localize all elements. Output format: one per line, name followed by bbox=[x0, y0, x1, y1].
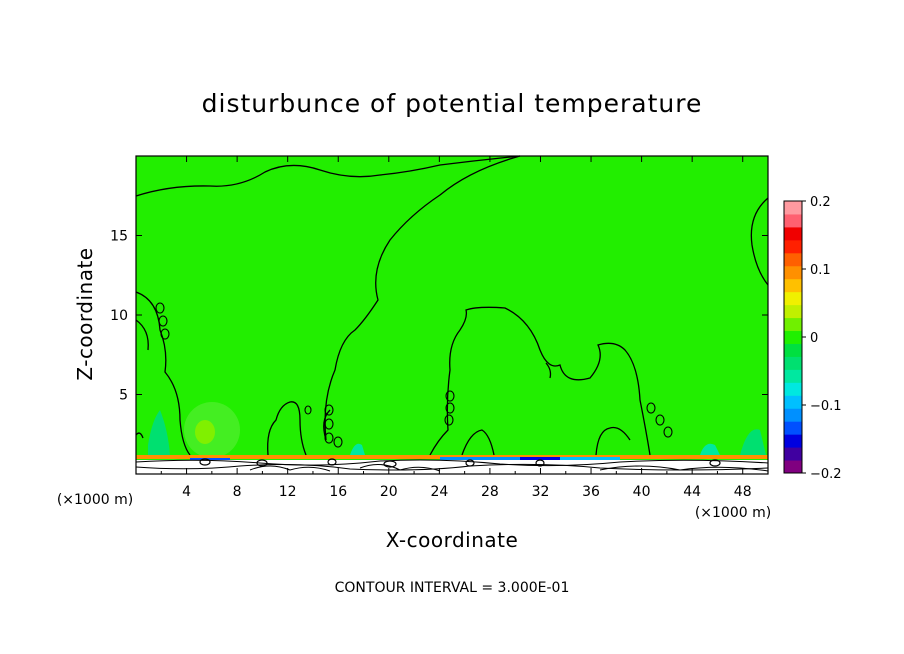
colorbar-swatch bbox=[784, 265, 802, 280]
colorbar-swatch bbox=[784, 213, 802, 228]
colorbar-swatch bbox=[784, 278, 802, 293]
x-unit-left: (×1000 m) bbox=[57, 492, 133, 508]
surface-band-blue bbox=[520, 457, 560, 461]
contour-label-ring bbox=[445, 402, 455, 414]
contour-label-ring bbox=[663, 426, 673, 438]
contour-label-ring bbox=[333, 436, 343, 448]
colorbar-swatch bbox=[784, 201, 802, 215]
colorbar-swatch bbox=[784, 382, 802, 396]
contour-line bbox=[595, 426, 631, 456]
contour-line bbox=[135, 155, 521, 197]
x-tick-label: 24 bbox=[430, 484, 448, 500]
colorbar-swatch bbox=[784, 421, 802, 435]
field-patch-cyan bbox=[740, 429, 766, 455]
x-ticks: 4 8 12 16 20 24 28 32 36 40 44 48 bbox=[160, 156, 752, 500]
contour-label-ring bbox=[304, 405, 312, 415]
colorbar-swatch bbox=[784, 434, 802, 448]
surface-band-cyan bbox=[560, 457, 620, 461]
x-axis-label: X-coordinate bbox=[386, 528, 519, 552]
colorbar-swatch bbox=[784, 226, 802, 241]
surface-band-blue bbox=[440, 457, 530, 462]
colorbar-swatch bbox=[784, 408, 802, 422]
contour-line bbox=[750, 197, 769, 286]
contour-labels bbox=[155, 302, 673, 448]
x-tick-label: 48 bbox=[734, 484, 752, 500]
x-tick-label: 44 bbox=[683, 484, 701, 500]
contour-line bbox=[267, 401, 307, 456]
colorbar-swatch bbox=[784, 317, 802, 332]
contour-interval-note: CONTOUR INTERVAL = 3.000E-01 bbox=[335, 580, 570, 596]
contour-label-ring bbox=[445, 390, 455, 402]
x-tick-label: 8 bbox=[233, 484, 242, 500]
colorbar-swatch bbox=[784, 343, 802, 357]
colorbar-swatch bbox=[784, 460, 802, 474]
contour-label-ring bbox=[444, 414, 454, 426]
contour-label-ring bbox=[155, 302, 165, 314]
contour-line bbox=[429, 306, 651, 456]
x-tick-label: 36 bbox=[582, 484, 600, 500]
field-patch-cyan bbox=[148, 410, 170, 455]
contour-label-ring bbox=[324, 432, 334, 444]
colorbar-tick-label: 0.1 bbox=[810, 263, 831, 278]
contour-line bbox=[461, 429, 495, 456]
colorbar-swatch bbox=[784, 291, 802, 306]
contour-label-ring bbox=[646, 402, 656, 414]
chart-title: disturbunce of potential temperature bbox=[202, 89, 703, 118]
colorbar-tick-label: 0.2 bbox=[810, 195, 831, 210]
contour-lines bbox=[135, 155, 769, 456]
colorbar-swatch bbox=[784, 369, 802, 383]
y-axis-label: Z-coordinate bbox=[73, 247, 97, 380]
x-tick-label: 16 bbox=[329, 484, 347, 500]
colorbar-tick-label: 0 bbox=[810, 331, 818, 346]
colorbar-swatch bbox=[784, 252, 802, 267]
colorbar-swatch bbox=[784, 330, 802, 344]
contour-line bbox=[135, 291, 191, 456]
surface-layer bbox=[135, 455, 769, 474]
x-tick-label: 28 bbox=[481, 484, 499, 500]
x-tick-label: 40 bbox=[633, 484, 651, 500]
x-tick-label: 32 bbox=[532, 484, 550, 500]
contour-line bbox=[545, 362, 552, 379]
contour-label-ring bbox=[324, 418, 334, 430]
colorbar-swatch bbox=[784, 447, 802, 461]
x-tick-label: 4 bbox=[182, 484, 191, 500]
contour-line bbox=[324, 155, 521, 441]
x-unit-right: (×1000 m) bbox=[695, 505, 771, 521]
y-ticks: 5 10 15 bbox=[110, 229, 768, 404]
y-tick-label: 5 bbox=[119, 388, 128, 404]
contour-label-ring bbox=[324, 404, 334, 416]
contour-line bbox=[135, 319, 149, 351]
field-patch-yellow-green bbox=[195, 420, 215, 444]
colorbar-tick-label: −0.2 bbox=[810, 467, 842, 482]
surface-contours bbox=[135, 459, 769, 472]
y-tick-label: 15 bbox=[110, 229, 128, 245]
colorbar-swatch bbox=[784, 356, 802, 370]
colorbar-swatch bbox=[784, 395, 802, 409]
x-tick-label: 20 bbox=[380, 484, 398, 500]
x-tick-label: 12 bbox=[279, 484, 297, 500]
colorbar-swatch bbox=[784, 239, 802, 254]
surface-blobs bbox=[199, 458, 721, 468]
contour-label-ring bbox=[158, 315, 168, 327]
colorbar-tick-label: −0.1 bbox=[810, 399, 842, 414]
surface-band-white bbox=[136, 460, 768, 474]
colorbar: 0.2 0.1 0 −0.1 −0.2 bbox=[783, 195, 842, 482]
contour-label-ring bbox=[655, 414, 665, 426]
field-patch-cyan bbox=[700, 443, 720, 455]
contour-label-ring bbox=[160, 328, 170, 340]
field-patch-cyan bbox=[350, 443, 365, 455]
contour-line bbox=[135, 432, 144, 439]
field-background bbox=[136, 156, 768, 474]
y-tick-label: 10 bbox=[110, 308, 128, 324]
field-patches bbox=[148, 402, 766, 458]
colorbar-swatch bbox=[784, 304, 802, 319]
